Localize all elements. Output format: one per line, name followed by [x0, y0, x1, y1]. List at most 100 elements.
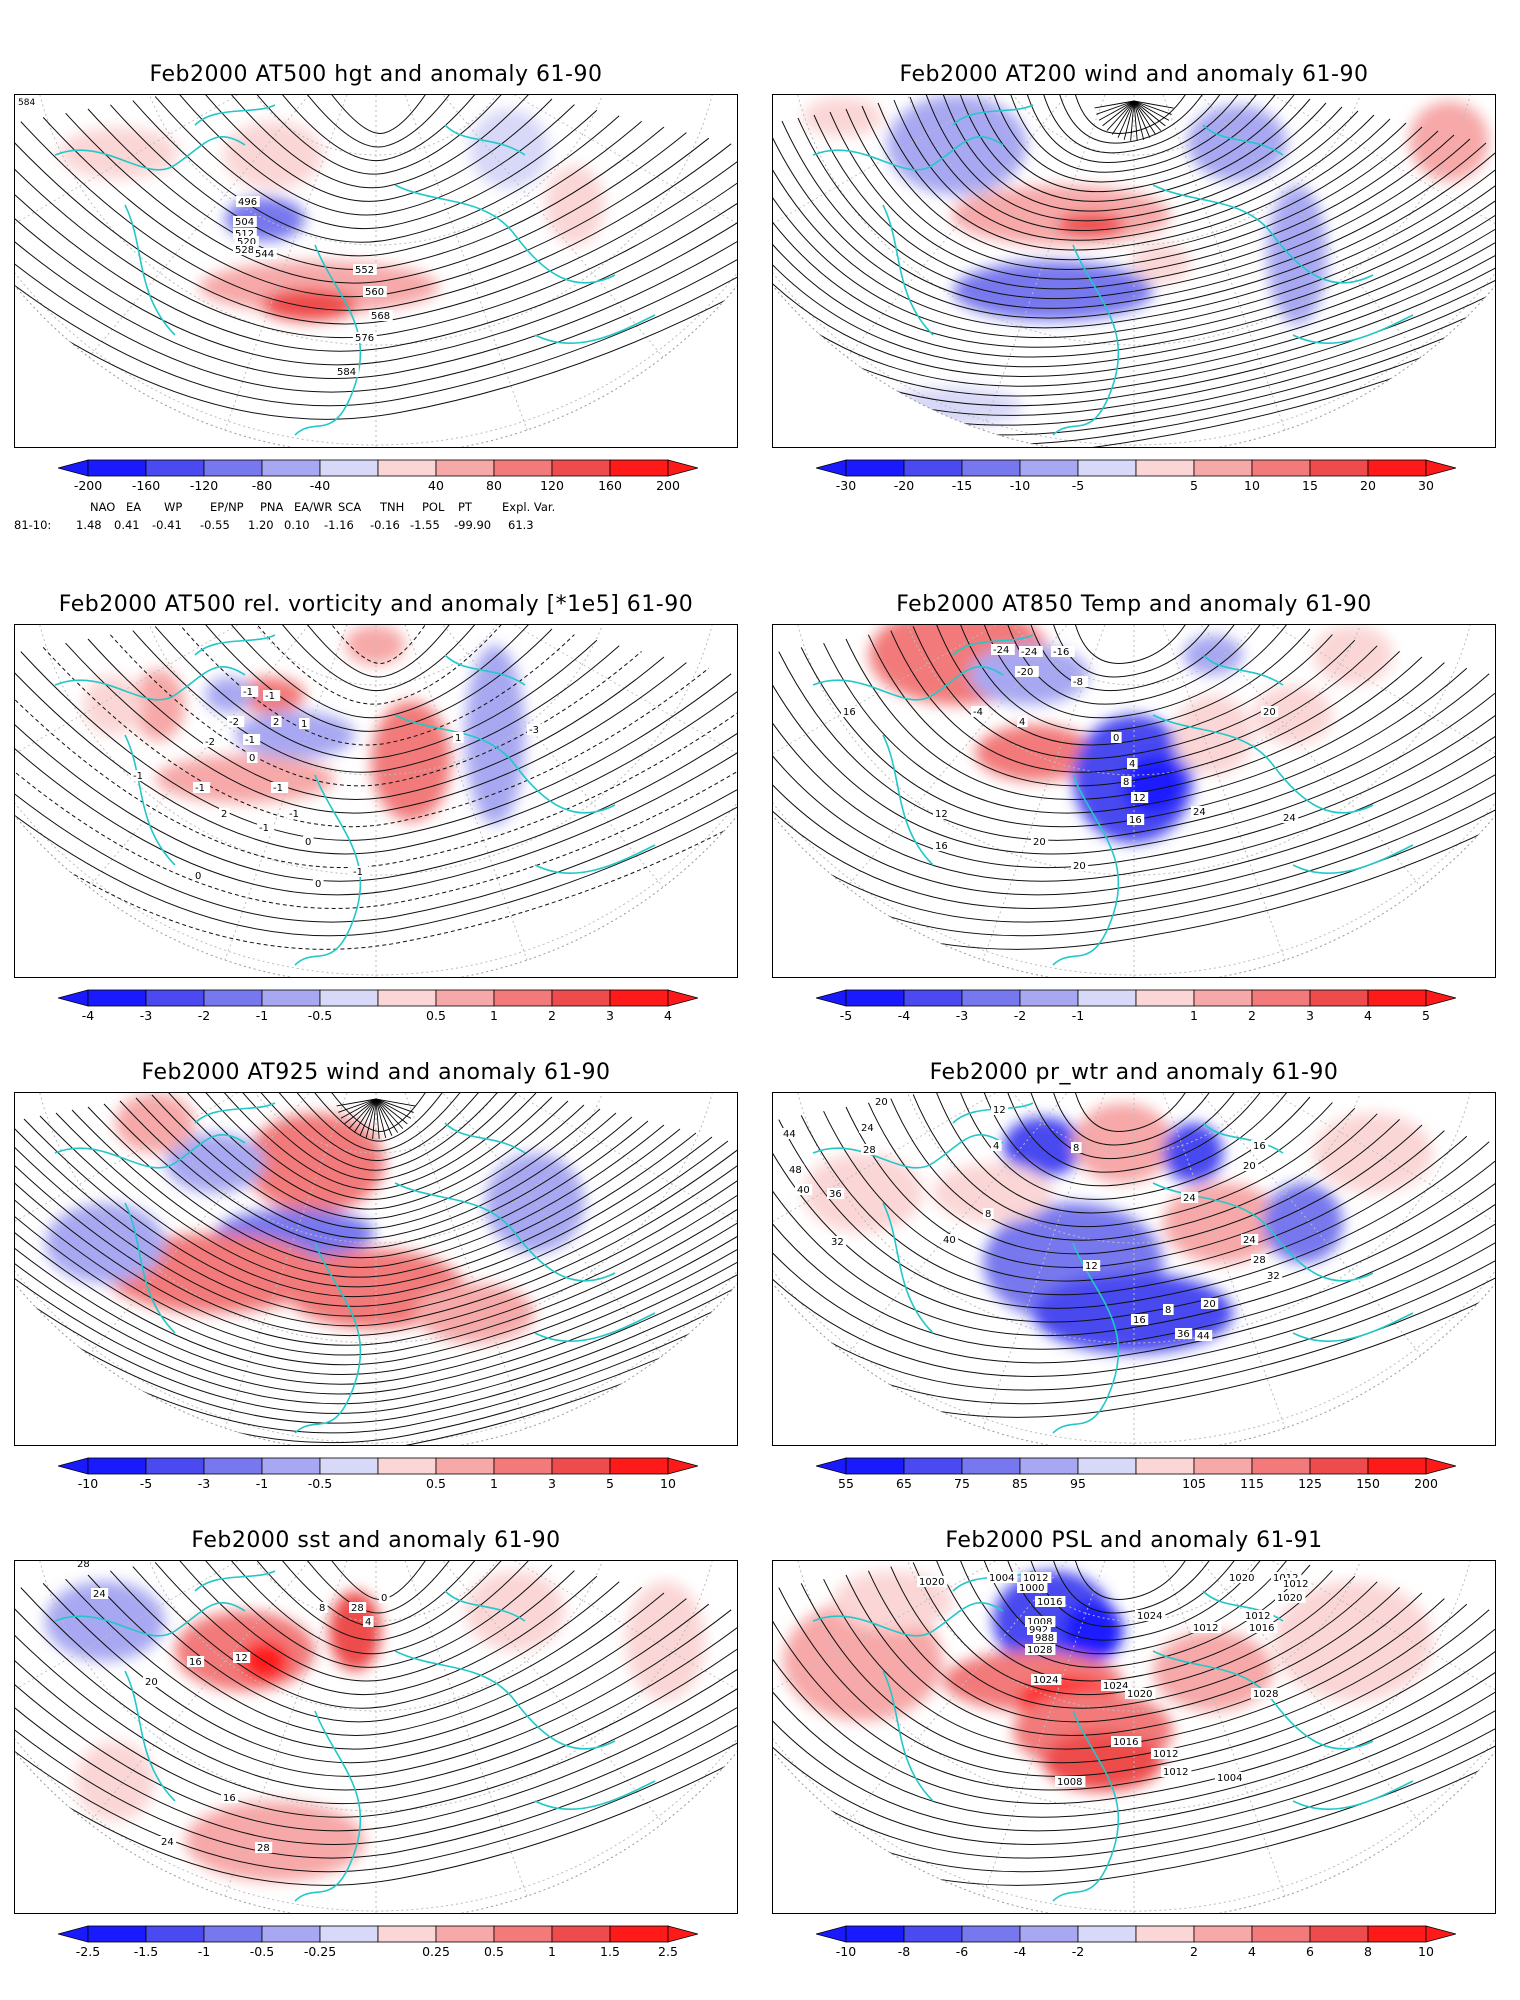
- contour-line: [773, 1131, 1495, 1350]
- contour-label: 560: [363, 286, 387, 298]
- colorbar-segment: [261, 1925, 321, 1943]
- colorbar-tick-label: -6: [955, 1944, 969, 1959]
- svg-text:-2: -2: [205, 737, 215, 748]
- svg-text:4: 4: [1019, 717, 1025, 728]
- contour-line: [295, 1093, 457, 1142]
- colorbar-tick-label: 3: [548, 1476, 556, 1491]
- anomaly-region: [245, 1113, 385, 1213]
- contour-line: [266, 95, 486, 162]
- svg-text:1020: 1020: [1229, 1573, 1254, 1584]
- colorbar-segment: [609, 989, 669, 1007]
- contour-line: [773, 1591, 1495, 1791]
- coastline: [444, 654, 526, 686]
- contour-line: [15, 1616, 737, 1873]
- contour-label: -24: [1019, 646, 1043, 658]
- colorbar-segment: [435, 1925, 495, 1943]
- svg-text:1004: 1004: [1217, 1773, 1242, 1784]
- streamline: [372, 1098, 377, 1139]
- contour-label: 12: [233, 1652, 251, 1664]
- svg-text:40: 40: [797, 1185, 810, 1196]
- svg-text:512: 512: [235, 229, 254, 240]
- coastline: [1292, 1312, 1414, 1342]
- colorbar-segment: [203, 989, 263, 1007]
- streamline: [1098, 100, 1135, 121]
- contour-line: [845, 1574, 1423, 1736]
- anomaly-region: [545, 165, 605, 245]
- panel-title: Feb2000 pr_wtr and anomaly 61-90: [929, 1060, 1339, 1085]
- contour-label: -1: [257, 822, 275, 834]
- colorbar-tick-label: -4: [1013, 1944, 1027, 1959]
- contour-label: 24: [859, 1122, 877, 1134]
- coastline: [1052, 1710, 1120, 1902]
- anomaly-region: [133, 669, 185, 741]
- colorbar-segment: [1135, 459, 1195, 477]
- colorbar-segment: [493, 1925, 553, 1943]
- contour-line: [890, 630, 1378, 773]
- colorbar-tick-label: 95: [1070, 1476, 1086, 1491]
- contour-label: 1: [453, 732, 464, 744]
- svg-text:24: 24: [861, 1123, 874, 1134]
- contour-line: [244, 1561, 508, 1641]
- colorbar-segment: [903, 1457, 963, 1475]
- contour-label: 0: [1111, 732, 1122, 744]
- contour-line: [813, 114, 1455, 290]
- anomaly-region: [1313, 1113, 1433, 1193]
- contour-label: 20: [1261, 706, 1279, 718]
- contour-line: [132, 1566, 620, 1709]
- svg-text:1016: 1016: [1113, 1737, 1138, 1748]
- colorbar-tick-label: -1: [197, 1944, 211, 1959]
- index-value: 1.20: [248, 518, 274, 532]
- svg-text:520: 520: [237, 237, 256, 248]
- colorbar-tick-label: -20: [893, 478, 915, 493]
- contour-label: 2: [219, 808, 230, 820]
- contour-line: [15, 142, 737, 379]
- streamline: [375, 1098, 412, 1119]
- contour-line: [845, 108, 1423, 270]
- colorbar-arrow-left: [816, 1925, 847, 1943]
- colorbar-tick-label: -200: [73, 478, 103, 493]
- contour-line: [15, 659, 737, 869]
- streamline: [1130, 100, 1135, 141]
- coastline: [54, 1601, 246, 1637]
- colorbar-tick-label: 2: [1190, 1944, 1198, 1959]
- contour-line: [23, 1118, 729, 1307]
- svg-text:1008: 1008: [1057, 1777, 1082, 1788]
- contour-line: [773, 1136, 1495, 1364]
- svg-text:8: 8: [985, 1209, 991, 1220]
- anomaly-region: [1313, 625, 1393, 685]
- contour-label: 4: [363, 1616, 374, 1628]
- contour-line: [55, 1112, 697, 1288]
- contour-line: [778, 651, 1490, 841]
- svg-text:2: 2: [221, 809, 227, 820]
- svg-text:28: 28: [77, 1561, 90, 1570]
- svg-text:16: 16: [1133, 1315, 1146, 1326]
- svg-text:20: 20: [875, 1097, 888, 1108]
- colorbar-arrow-left: [58, 1457, 89, 1475]
- colorbar: 55 65 75 85 95 105 115 125 150 200: [816, 1456, 1456, 1496]
- contour-line: [215, 1093, 537, 1191]
- coastline: [812, 1133, 1004, 1169]
- streamline: [353, 1098, 377, 1133]
- colorbar-tick-label: 0.5: [426, 1476, 446, 1491]
- svg-text:12: 12: [1133, 793, 1146, 804]
- colorbar-arrow-left: [58, 459, 89, 477]
- colorbar-tick-label: 3: [606, 1008, 614, 1023]
- contour-line: [20, 1587, 732, 1777]
- anomaly-region: [45, 1581, 165, 1661]
- streamline: [1123, 100, 1135, 140]
- contour-label: 8: [1071, 1142, 1082, 1154]
- colorbar-segment: [1193, 459, 1253, 477]
- colorbar-tick-label: -8: [897, 1944, 911, 1959]
- colorbar-segment: [903, 1925, 963, 1943]
- svg-text:20: 20: [145, 1677, 158, 1688]
- anomaly-region: [1163, 1123, 1223, 1183]
- contour-label: 1012: [1191, 1622, 1222, 1634]
- colorbar-segment: [1193, 1925, 1253, 1943]
- colorbar-segment: [551, 1925, 611, 1943]
- coastline: [444, 124, 526, 156]
- contour-label: 576: [353, 332, 377, 344]
- colorbar-tick-label: -0.5: [307, 1008, 333, 1023]
- colorbar-tick-label: -4: [897, 1008, 911, 1023]
- contour-line: [119, 1100, 633, 1249]
- svg-text:576: 576: [355, 333, 374, 344]
